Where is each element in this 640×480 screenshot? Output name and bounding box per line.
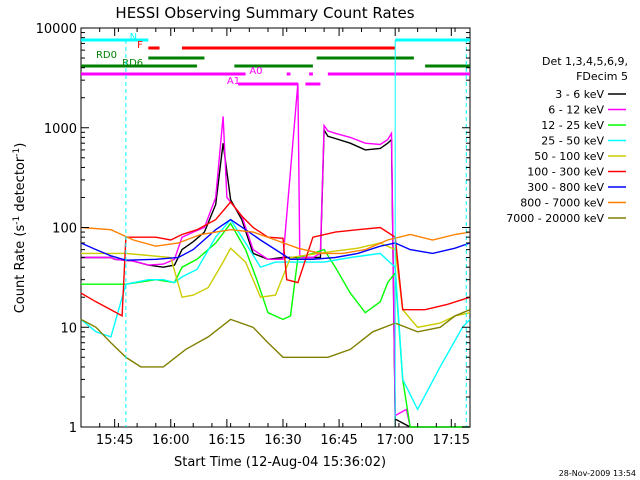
- series-line: [80, 218, 471, 261]
- flag-label: RD6: [122, 58, 143, 69]
- series-line: [80, 218, 471, 411]
- x-tick-label: 17:15: [433, 433, 470, 448]
- legend-label: 7000 - 20000 keV: [506, 212, 604, 225]
- y-axis-label-mid: detector: [13, 156, 28, 216]
- y-tick-label: 10000: [36, 22, 77, 37]
- y-axis: 1 10 100 1000 10000: [36, 22, 470, 436]
- legend-header: Det 1,3,4,5,6,9,: [542, 55, 628, 68]
- legend-label: 50 - 100 keV: [534, 150, 604, 163]
- flag-label: RD0: [96, 50, 117, 61]
- flag-label: A0: [249, 66, 262, 77]
- x-tick-label: 17:00: [376, 433, 413, 448]
- y-axis-label-sup1: -1: [12, 216, 22, 225]
- chart-title: HESSI Observing Summary Count Rates: [115, 4, 414, 22]
- y-axis-label-end: ): [13, 143, 28, 148]
- y-axis-label-main: Count Rate (s: [13, 225, 28, 314]
- x-tick-label: 16:45: [320, 433, 357, 448]
- x-axis-label: Start Time (12-Aug-04 15:36:02): [174, 455, 386, 470]
- series-line: [81, 83, 470, 428]
- legend-label: 6 - 12 keV: [548, 104, 604, 117]
- plot-area: NF RD0 RD6 A0 A1: [80, 27, 471, 428]
- legend-label: 300 - 800 keV: [527, 181, 604, 194]
- flag-bars: NF RD0 RD6 A0 A1: [81, 32, 470, 87]
- series-line: [80, 309, 471, 368]
- legend-label: 100 - 300 keV: [527, 166, 604, 179]
- series-line: [81, 222, 470, 428]
- series-lines: [80, 83, 471, 428]
- y-tick-label: 10: [60, 321, 77, 336]
- x-tick-label: 15:45: [96, 433, 133, 448]
- x-tick-label: 16:15: [208, 433, 245, 448]
- legend-label: 12 - 25 keV: [541, 119, 604, 132]
- y-axis-label-sup2: -1: [12, 148, 22, 157]
- timestamp: 28-Nov-2009 13:54: [559, 469, 636, 478]
- series-line: [81, 242, 471, 329]
- flag-label: N: [130, 32, 137, 43]
- y-axis-label: Count Rate (s-1 detector-1): [12, 143, 28, 314]
- y-tick-label: 100: [52, 222, 77, 237]
- legend-label: 3 - 6 keV: [555, 88, 604, 101]
- x-axis: 15:45 16:00 16:15 16:30 16:45 17:00 17:15: [80, 28, 470, 448]
- series-line: [80, 226, 471, 255]
- series-line: [81, 127, 470, 428]
- legend: Det 1,3,4,5,6,9, FDecim 5 3 - 6 keV 6 - 12 …: [506, 55, 628, 225]
- y-tick-label: 1: [69, 421, 77, 436]
- plot-frame: [80, 27, 471, 428]
- x-tick-label: 16:00: [152, 433, 189, 448]
- legend-label: 800 - 7000 keV: [520, 197, 604, 210]
- legend-label: 25 - 50 keV: [541, 135, 604, 148]
- saa-markers: [125, 40, 467, 427]
- flag-label: F: [137, 40, 143, 51]
- y-tick-label: 1000: [44, 122, 77, 137]
- x-tick-label: 16:30: [264, 433, 301, 448]
- series-line: [80, 200, 471, 318]
- legend-header: FDecim 5: [576, 70, 628, 83]
- flag-label: A1: [227, 76, 240, 87]
